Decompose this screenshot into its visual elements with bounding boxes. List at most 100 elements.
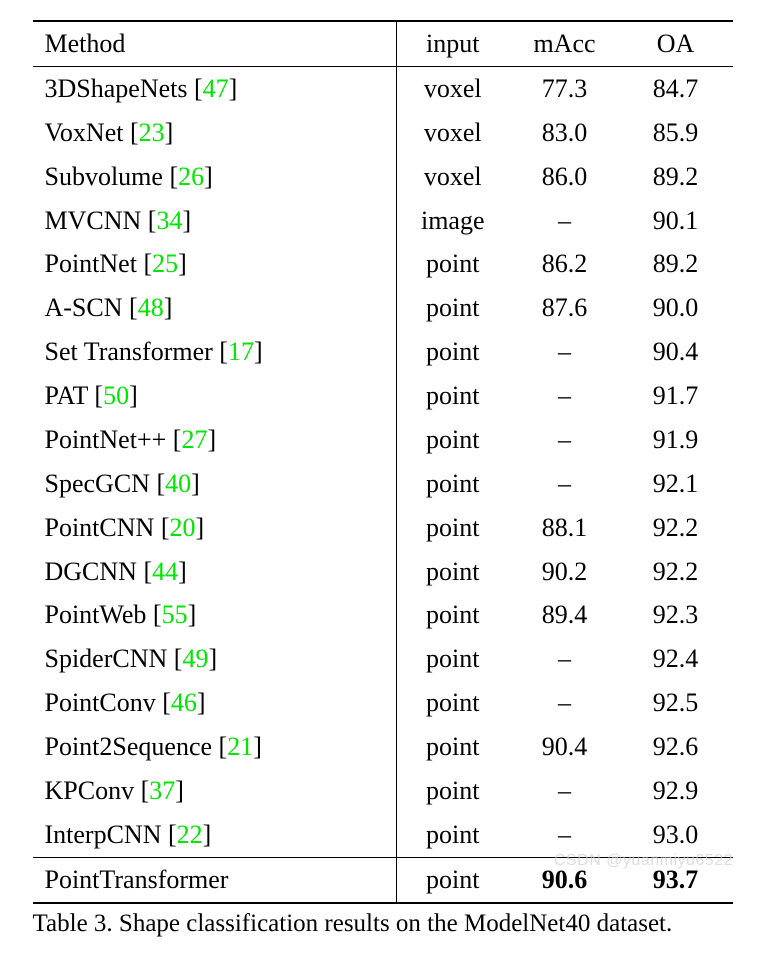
method-name: InterpCNN: [45, 820, 168, 849]
table-row: MVCNN [34]image–90.1: [33, 199, 733, 243]
method-name: A-SCN: [45, 293, 130, 322]
citation-ref[interactable]: 46: [171, 688, 197, 717]
oa-cell: 92.4: [621, 637, 733, 681]
header-method: Method: [33, 21, 397, 66]
method-name: Set Transformer: [45, 337, 220, 366]
method-cell: DGCNN [44]: [33, 550, 397, 594]
citation-ref[interactable]: 37: [149, 776, 175, 805]
oa-cell: 91.9: [621, 418, 733, 462]
method-cell: PointConv [46]: [33, 681, 397, 725]
input-cell: image: [397, 199, 509, 243]
method-name: SpiderCNN: [45, 644, 174, 673]
macc-cell: 86.2: [509, 242, 621, 286]
method-name: KPConv: [45, 776, 141, 805]
method-name: Subvolume: [45, 162, 170, 191]
oa-cell: 84.7: [621, 66, 733, 110]
table-row: InterpCNN [22]point–93.0: [33, 813, 733, 857]
citation-ref[interactable]: 34: [156, 206, 182, 235]
citation-ref[interactable]: 48: [138, 293, 164, 322]
input-cell: point: [397, 462, 509, 506]
oa-cell: 91.7: [621, 374, 733, 418]
citation-ref[interactable]: 23: [139, 118, 165, 147]
table-row: PointCNN [20]point88.192.2: [33, 506, 733, 550]
macc-cell: 88.1: [509, 506, 621, 550]
oa-cell: 89.2: [621, 242, 733, 286]
method-cell: PointNet++ [27]: [33, 418, 397, 462]
macc-cell: –: [509, 199, 621, 243]
citation-ref[interactable]: 17: [228, 337, 254, 366]
method-name: PAT: [45, 381, 95, 410]
input-cell: point: [397, 374, 509, 418]
method-cell: InterpCNN [22]: [33, 813, 397, 857]
input-cell: point: [397, 593, 509, 637]
citation-ref[interactable]: 20: [169, 513, 195, 542]
table-row: Point2Sequence [21]point90.492.6: [33, 725, 733, 769]
method-cell: PointWeb [55]: [33, 593, 397, 637]
oa-cell: 92.6: [621, 725, 733, 769]
macc-cell: –: [509, 681, 621, 725]
method-name: 3DShapeNets: [45, 74, 194, 103]
watermark-text: CSDN @yuanmiyu6522: [554, 852, 733, 870]
table-row: Set Transformer [17]point–90.4: [33, 330, 733, 374]
macc-cell: 86.0: [509, 155, 621, 199]
input-cell: point: [397, 506, 509, 550]
input-cell: point: [397, 681, 509, 725]
citation-ref[interactable]: 26: [178, 162, 204, 191]
method-cell: VoxNet [23]: [33, 111, 397, 155]
citation-ref[interactable]: 49: [182, 644, 208, 673]
input-cell: voxel: [397, 111, 509, 155]
method-cell: SpecGCN [40]: [33, 462, 397, 506]
header-macc: mAcc: [509, 21, 621, 66]
macc-cell: 77.3: [509, 66, 621, 110]
macc-cell: –: [509, 330, 621, 374]
citation-ref[interactable]: 21: [227, 732, 253, 761]
table-row: SpecGCN [40]point–92.1: [33, 462, 733, 506]
table-row: PointNet [25]point86.289.2: [33, 242, 733, 286]
citation-ref[interactable]: 47: [203, 74, 229, 103]
input-cell: point: [397, 550, 509, 594]
table-caption: Table 3. Shape classification results on…: [33, 910, 733, 938]
citation-ref[interactable]: 50: [103, 381, 129, 410]
citation-ref[interactable]: 22: [177, 820, 203, 849]
method-cell: PointTransformer: [33, 857, 397, 902]
table-row: PAT [50]point–91.7: [33, 374, 733, 418]
table-row: 3DShapeNets [47]voxel77.384.7: [33, 66, 733, 110]
method-cell: Set Transformer [17]: [33, 330, 397, 374]
citation-ref[interactable]: 25: [152, 249, 178, 278]
table-row: DGCNN [44]point90.292.2: [33, 550, 733, 594]
results-table: Method input mAcc OA 3DShapeNets [47]vox…: [33, 20, 733, 904]
oa-cell: 85.9: [621, 111, 733, 155]
citation-ref[interactable]: 40: [165, 469, 191, 498]
macc-cell: –: [509, 637, 621, 681]
method-name: PointNet: [45, 249, 144, 278]
method-cell: PointNet [25]: [33, 242, 397, 286]
macc-cell: 90.4: [509, 725, 621, 769]
table-row: SpiderCNN [49]point–92.4: [33, 637, 733, 681]
citation-ref[interactable]: 27: [181, 425, 207, 454]
macc-cell: –: [509, 418, 621, 462]
macc-cell: –: [509, 813, 621, 857]
oa-cell: 90.4: [621, 330, 733, 374]
oa-cell: 92.2: [621, 506, 733, 550]
macc-cell: 87.6: [509, 286, 621, 330]
method-name: Point2Sequence: [45, 732, 219, 761]
citation-ref[interactable]: 44: [152, 557, 178, 586]
oa-cell: 93.0: [621, 813, 733, 857]
method-cell: KPConv [37]: [33, 769, 397, 813]
method-name: MVCNN: [45, 206, 148, 235]
oa-cell: 90.0: [621, 286, 733, 330]
method-name: PointCNN: [45, 513, 161, 542]
citation-ref[interactable]: 55: [162, 600, 188, 629]
method-name: DGCNN: [45, 557, 144, 586]
input-cell: point: [397, 769, 509, 813]
method-cell: PointCNN [20]: [33, 506, 397, 550]
input-cell: point: [397, 242, 509, 286]
header-oa: OA: [621, 21, 733, 66]
method-cell: 3DShapeNets [47]: [33, 66, 397, 110]
table-header-row: Method input mAcc OA: [33, 21, 733, 66]
method-cell: PAT [50]: [33, 374, 397, 418]
input-cell: voxel: [397, 155, 509, 199]
macc-cell: 83.0: [509, 111, 621, 155]
table-row: VoxNet [23]voxel83.085.9: [33, 111, 733, 155]
macc-cell: 90.2: [509, 550, 621, 594]
